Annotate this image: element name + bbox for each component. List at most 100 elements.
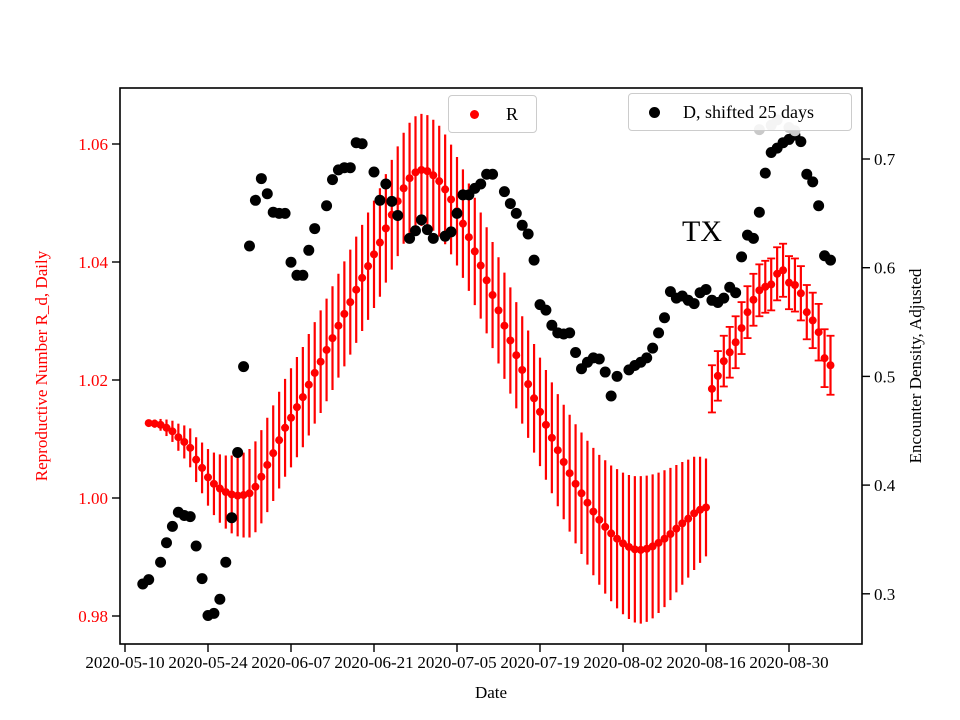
data-point	[220, 556, 232, 568]
data-points	[707, 266, 835, 393]
x-tick-label: 2020-08-02	[583, 653, 662, 672]
data-point	[297, 269, 309, 281]
data-point	[451, 207, 463, 219]
data-point	[374, 194, 386, 206]
data-point	[161, 537, 172, 549]
annotation-tx: TX	[682, 215, 722, 248]
data-point	[427, 232, 439, 244]
data-point	[309, 223, 321, 235]
x-tick-label: 2020-06-07	[251, 653, 331, 672]
legend-r-label: R	[506, 103, 519, 124]
data-point	[801, 168, 813, 180]
data-point	[166, 520, 178, 532]
data-point	[564, 327, 576, 339]
data-point	[386, 195, 398, 207]
data-point	[647, 342, 659, 354]
data-point	[528, 254, 540, 266]
data-point	[570, 346, 582, 358]
data-point	[344, 162, 356, 174]
x-tick-label: 2020-05-24	[168, 653, 248, 672]
data-point	[487, 168, 499, 180]
y-tick-label-left: 1.06	[78, 135, 108, 154]
data-point	[214, 593, 226, 605]
x-tick-label: 2020-06-21	[334, 653, 413, 672]
data-point	[504, 198, 516, 210]
data-point	[143, 574, 155, 586]
data-point	[356, 138, 368, 150]
y-tick-label-left: 0.98	[78, 607, 108, 626]
data-point	[807, 176, 819, 188]
data-point	[540, 304, 552, 316]
data-point	[605, 390, 617, 402]
data-point	[380, 178, 392, 190]
data-point	[700, 283, 712, 295]
x-axis-label: Date	[474, 683, 508, 702]
x-tick-label: 2020-08-30	[749, 653, 828, 672]
y-tick-label-right: 0.7	[874, 150, 896, 169]
data-point	[599, 366, 611, 378]
data-point	[593, 353, 605, 365]
data-point	[327, 174, 338, 186]
legend-d-shifted: D, shifted 25 days	[628, 93, 852, 131]
data-point	[510, 207, 522, 219]
data-point	[795, 136, 807, 148]
data-point	[736, 251, 748, 263]
series-r	[144, 113, 835, 624]
data-point	[232, 446, 244, 458]
data-point	[190, 540, 202, 552]
data-point	[321, 200, 333, 212]
legend-r: R	[448, 95, 537, 133]
data-point	[825, 254, 836, 266]
data-point	[498, 186, 510, 198]
data-point	[368, 166, 380, 178]
data-point	[421, 224, 433, 236]
legend-d-label: D, shifted 25 days	[683, 101, 814, 122]
x-tick-label: 2020-05-10	[85, 653, 164, 672]
error-bars	[707, 242, 835, 414]
data-point	[249, 194, 261, 206]
x-tick-label: 2020-08-16	[666, 653, 745, 672]
data-point	[279, 207, 291, 219]
data-point	[196, 573, 208, 585]
data-point	[546, 319, 558, 331]
y-axis-label-left: Reproductive Number R_d, Daily	[32, 250, 51, 482]
data-point	[392, 210, 404, 222]
y-tick-label-right: 0.5	[874, 367, 895, 386]
x-tick-label: 2020-07-19	[500, 653, 579, 672]
y-tick-label-left: 1.00	[78, 489, 108, 508]
data-point	[255, 173, 267, 185]
data-point	[285, 256, 297, 268]
axes: 2020-05-10 2020-05-24 2020-06-07 2020-06-21…	[78, 87, 896, 672]
y-axis-label-right: Encounter Density, Adjusted	[906, 268, 925, 464]
data-point	[688, 298, 700, 310]
data-points	[144, 165, 710, 554]
data-point	[404, 232, 416, 244]
data-point	[730, 287, 742, 299]
data-point	[445, 226, 457, 238]
y-tick-label-left: 1.04	[78, 253, 108, 272]
data-point	[718, 292, 730, 304]
black-dot-marker-icon	[649, 106, 660, 118]
data-point	[759, 167, 771, 179]
series-d	[137, 129, 836, 622]
data-point	[303, 244, 315, 256]
data-point	[813, 200, 825, 212]
y-tick-label-right: 0.4	[874, 476, 896, 495]
y-tick-label-right: 0.6	[874, 259, 895, 278]
data-point	[410, 225, 421, 237]
data-point	[659, 312, 670, 324]
data-point	[208, 607, 220, 619]
data-point	[611, 370, 623, 382]
data-point	[753, 206, 765, 218]
data-point	[516, 219, 528, 231]
data-point	[155, 556, 167, 568]
data-point	[641, 352, 653, 364]
data-point	[522, 228, 534, 240]
data-point	[226, 512, 238, 524]
y-tick-label-left: 1.02	[78, 371, 108, 390]
red-dot-marker-icon	[470, 109, 479, 119]
data-point	[184, 511, 196, 523]
y-tick-label-right: 0.3	[874, 585, 895, 604]
data-point	[244, 240, 255, 252]
